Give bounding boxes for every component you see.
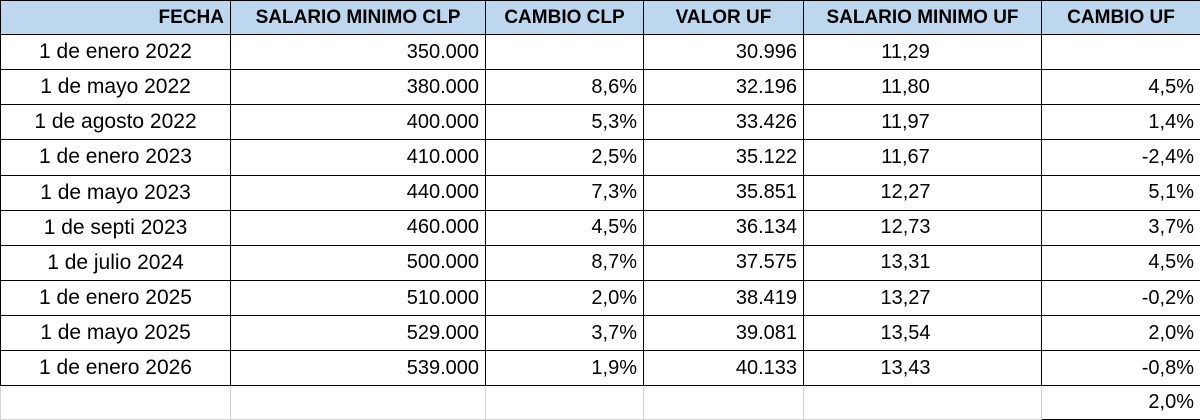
cell-valor-uf[interactable]: 30.996 (643, 33, 804, 71)
cell-cambio-clp[interactable]: 2,0% (485, 279, 644, 317)
cell-salario-uf[interactable]: 12,27 (803, 174, 1042, 211)
cell-fecha[interactable]: 1 de mayo 2025 (0, 315, 231, 352)
cell-salario-clp[interactable]: 350.000 (230, 33, 486, 71)
cell-salario-clp[interactable]: 440.000 (230, 174, 486, 211)
table-row: 1 de mayo 2022 380.000 8,6% 32.196 11,80… (0, 69, 1200, 106)
footer-cell[interactable] (643, 385, 804, 420)
cell-cambio-clp[interactable]: 2,5% (485, 139, 644, 176)
header-fecha[interactable]: FECHA (0, 0, 231, 35)
cell-valor-uf[interactable]: 39.081 (643, 315, 804, 352)
table-row: 1 de septi 2023 460.000 4,5% 36.134 12,7… (0, 209, 1200, 246)
header-valor-uf[interactable]: VALOR UF (643, 0, 804, 35)
cell-salario-uf[interactable]: 12,73 (803, 209, 1042, 246)
cell-salario-clp[interactable]: 460.000 (230, 209, 486, 246)
footer-cell[interactable] (803, 385, 1042, 420)
cell-salario-uf[interactable]: 13,27 (803, 279, 1042, 317)
cell-salario-uf[interactable]: 11,97 (803, 104, 1042, 141)
cell-cambio-uf[interactable]: 1,4% (1041, 104, 1200, 141)
cell-cambio-clp[interactable] (485, 33, 644, 71)
header-salario-uf[interactable]: SALARIO MINIMO UF (803, 0, 1042, 35)
cell-salario-clp[interactable]: 500.000 (230, 244, 486, 281)
footer-average-cambio-uf[interactable]: 2,0% (1041, 385, 1200, 420)
cell-valor-uf[interactable]: 37.575 (643, 244, 804, 281)
cell-salario-clp[interactable]: 529.000 (230, 315, 486, 352)
header-row: FECHA SALARIO MINIMO CLP CAMBIO CLP VALO… (0, 0, 1200, 35)
cell-salario-uf[interactable]: 13,43 (803, 350, 1042, 387)
footer-row: 2,0% (0, 385, 1200, 420)
cell-cambio-uf[interactable]: -0,8% (1041, 350, 1200, 387)
cell-valor-uf[interactable]: 36.134 (643, 209, 804, 246)
table-row: 1 de julio 2024 500.000 8,7% 37.575 13,3… (0, 244, 1200, 281)
cell-valor-uf[interactable]: 35.851 (643, 174, 804, 211)
cell-cambio-clp[interactable]: 5,3% (485, 104, 644, 141)
cell-salario-clp[interactable]: 510.000 (230, 279, 486, 317)
table-row: 1 de enero 2023 410.000 2,5% 35.122 11,6… (0, 139, 1200, 176)
cell-cambio-uf[interactable]: -2,4% (1041, 139, 1200, 176)
cell-fecha[interactable]: 1 de mayo 2022 (0, 69, 231, 106)
table-row: 1 de enero 2025 510.000 2,0% 38.419 13,2… (0, 279, 1200, 317)
cell-fecha[interactable]: 1 de enero 2022 (0, 33, 231, 71)
cell-salario-uf[interactable]: 11,80 (803, 69, 1042, 106)
cell-salario-clp[interactable]: 539.000 (230, 350, 486, 387)
cell-valor-uf[interactable]: 33.426 (643, 104, 804, 141)
cell-fecha[interactable]: 1 de septi 2023 (0, 209, 231, 246)
cell-fecha[interactable]: 1 de julio 2024 (0, 244, 231, 281)
cell-cambio-uf[interactable]: 2,0% (1041, 315, 1200, 352)
cell-salario-clp[interactable]: 410.000 (230, 139, 486, 176)
table-row: 1 de mayo 2025 529.000 3,7% 39.081 13,54… (0, 315, 1200, 352)
cell-cambio-uf[interactable]: 4,5% (1041, 244, 1200, 281)
footer-cell[interactable] (485, 385, 644, 420)
cell-fecha[interactable]: 1 de enero 2026 (0, 350, 231, 387)
cell-cambio-clp[interactable]: 1,9% (485, 350, 644, 387)
cell-salario-uf[interactable]: 13,31 (803, 244, 1042, 281)
header-salario-clp[interactable]: SALARIO MINIMO CLP (230, 0, 486, 35)
cell-cambio-clp[interactable]: 3,7% (485, 315, 644, 352)
cell-fecha[interactable]: 1 de enero 2025 (0, 279, 231, 317)
table-row: 1 de mayo 2023 440.000 7,3% 35.851 12,27… (0, 174, 1200, 211)
cell-valor-uf[interactable]: 35.122 (643, 139, 804, 176)
cell-cambio-uf[interactable]: 4,5% (1041, 69, 1200, 106)
cell-salario-clp[interactable]: 380.000 (230, 69, 486, 106)
cell-fecha[interactable]: 1 de mayo 2023 (0, 174, 231, 211)
cell-cambio-clp[interactable]: 7,3% (485, 174, 644, 211)
cell-cambio-clp[interactable]: 8,6% (485, 69, 644, 106)
cell-cambio-uf[interactable] (1041, 33, 1200, 71)
cell-valor-uf[interactable]: 38.419 (643, 279, 804, 317)
header-cambio-clp[interactable]: CAMBIO CLP (485, 0, 644, 35)
cell-salario-clp[interactable]: 400.000 (230, 104, 486, 141)
cell-salario-uf[interactable]: 13,54 (803, 315, 1042, 352)
cell-cambio-uf[interactable]: 5,1% (1041, 174, 1200, 211)
cell-cambio-clp[interactable]: 4,5% (485, 209, 644, 246)
table-row: 1 de enero 2022 350.000 30.996 11,29 (0, 33, 1200, 71)
cell-valor-uf[interactable]: 40.133 (643, 350, 804, 387)
cell-salario-uf[interactable]: 11,29 (803, 33, 1042, 71)
cell-fecha[interactable]: 1 de enero 2023 (0, 139, 231, 176)
header-cambio-uf[interactable]: CAMBIO UF (1041, 0, 1200, 35)
footer-cell[interactable] (0, 385, 231, 420)
cell-cambio-uf[interactable]: -0,2% (1041, 279, 1200, 317)
cell-fecha[interactable]: 1 de agosto 2022 (0, 104, 231, 141)
cell-salario-uf[interactable]: 11,67 (803, 139, 1042, 176)
cell-cambio-uf[interactable]: 3,7% (1041, 209, 1200, 246)
table-row: 1 de agosto 2022 400.000 5,3% 33.426 11,… (0, 104, 1200, 141)
footer-cell[interactable] (230, 385, 486, 420)
table-row: 1 de enero 2026 539.000 1,9% 40.133 13,4… (0, 350, 1200, 387)
cell-valor-uf[interactable]: 32.196 (643, 69, 804, 106)
cell-cambio-clp[interactable]: 8,7% (485, 244, 644, 281)
